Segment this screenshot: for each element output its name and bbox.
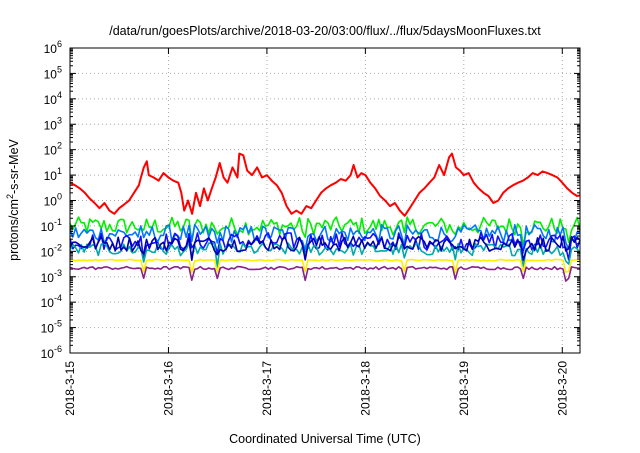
x-tick-label: 2018-3-20: [555, 361, 569, 416]
y-tick-exp: 0: [57, 192, 62, 202]
chart-title: /data/run/goesPlots/archive/2018-03-20/0…: [109, 24, 541, 38]
y-tick-base: 10: [44, 42, 58, 56]
y-tick-label: 103: [44, 115, 62, 132]
y-tick-label: 101: [44, 166, 62, 183]
series-line: [69, 152, 581, 217]
y-axis-label: protons/cm2-s-sr-MeV: [5, 138, 21, 260]
y-tick-base: 10: [41, 271, 55, 285]
y-tick-label: 10-6: [41, 344, 62, 361]
y-tick-base: 10: [41, 347, 55, 361]
y-tick-label: 10-3: [41, 268, 62, 285]
x-tick-label: 2018-3-18: [358, 361, 372, 416]
y-tick-label: 10-1: [41, 217, 62, 234]
y-tick-base: 10: [41, 296, 55, 310]
series-line: [70, 258, 581, 274]
x-axis-label: Coordinated Universal Time (UTC): [229, 432, 421, 446]
y-axis-label-prefix: protons/cm: [7, 199, 21, 261]
y-tick-label: 105: [44, 64, 62, 81]
series-layer: [69, 152, 581, 282]
y-tick-base: 10: [41, 220, 55, 234]
y-tick-base: 10: [41, 322, 55, 336]
x-tick-label: 2018-3-17: [260, 361, 274, 416]
series-line: [69, 265, 581, 282]
x-tick-label: 2018-3-15: [63, 361, 77, 416]
y-tick-exp: -3: [54, 268, 62, 278]
y-tick-label: 104: [44, 90, 62, 107]
y-tick-exp: 1: [57, 166, 62, 176]
grid: [70, 48, 580, 353]
y-tick-exp: 3: [57, 115, 62, 125]
series-line: [69, 242, 581, 268]
y-tick-exp: -5: [54, 319, 62, 329]
y-tick-label: 106: [44, 39, 62, 56]
series-line: [69, 216, 581, 246]
y-tick-exp: 4: [57, 90, 62, 100]
y-tick-exp: -1: [54, 217, 62, 227]
y-tick-base: 10: [44, 67, 58, 81]
series-line: [69, 235, 581, 261]
y-axis-label-suffix: -s-sr-MeV: [7, 138, 21, 194]
y-tick-base: 10: [41, 245, 55, 259]
y-tick-label: 10-2: [41, 242, 62, 259]
y-tick-exp: -4: [54, 293, 62, 303]
y-tick-exp: -2: [54, 242, 62, 252]
y-axis-label-sup: 2: [5, 194, 15, 199]
y-tick-base: 10: [44, 93, 58, 107]
y-tick-label: 100: [44, 192, 62, 209]
x-tick-label: 2018-3-19: [457, 361, 471, 416]
y-tick-label: 10-4: [41, 293, 62, 310]
y-tick-base: 10: [44, 144, 58, 158]
y-tick-label: 10-5: [41, 319, 62, 336]
y-tick-exp: -6: [54, 344, 62, 354]
y-axis: 10-610-510-410-310-210-11001011021031041…: [41, 39, 580, 361]
y-tick-exp: 2: [57, 141, 62, 151]
y-tick-label: 102: [44, 141, 62, 158]
x-tick-label: 2018-3-16: [161, 361, 175, 416]
y-tick-base: 10: [44, 169, 58, 183]
y-tick-base: 10: [44, 118, 58, 132]
y-tick-exp: 6: [57, 39, 62, 49]
y-tick-exp: 5: [57, 64, 62, 74]
y-tick-base: 10: [44, 195, 58, 209]
x-axis: 2018-3-15 2018-3-16 2018-3-17 2018-3-18 2018…: [63, 48, 569, 416]
